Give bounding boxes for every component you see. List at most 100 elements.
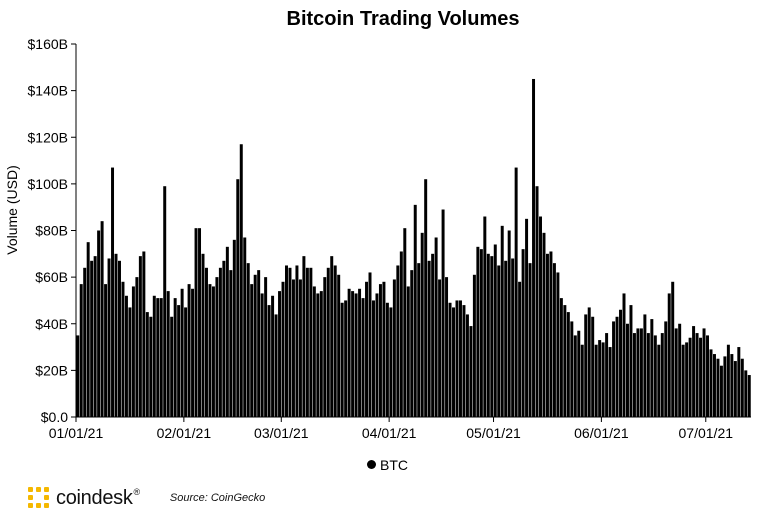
volume-bar bbox=[326, 267, 330, 417]
volume-bar bbox=[267, 305, 271, 417]
volume-bar bbox=[514, 167, 518, 417]
volume-bar bbox=[291, 279, 295, 417]
volume-bar bbox=[142, 251, 146, 417]
x-tick-label: 02/01/21 bbox=[157, 425, 212, 441]
volume-bar bbox=[716, 358, 720, 417]
volume-bar bbox=[490, 256, 494, 417]
volume-bar bbox=[274, 314, 278, 417]
volume-bar bbox=[681, 344, 685, 417]
volume-bar bbox=[118, 260, 121, 417]
volume-bar bbox=[653, 335, 657, 417]
volume-bar bbox=[472, 274, 476, 417]
bars-group bbox=[76, 78, 751, 418]
volume-bar bbox=[573, 335, 577, 417]
volume-bar bbox=[688, 337, 692, 417]
volume-bar bbox=[107, 258, 111, 417]
volume-bar bbox=[260, 293, 264, 417]
volume-bar bbox=[111, 167, 115, 417]
volume-bar bbox=[657, 344, 661, 417]
y-tick-label: $20B bbox=[35, 362, 68, 378]
volume-bar bbox=[497, 265, 501, 417]
volume-bar bbox=[584, 314, 588, 417]
volume-bar bbox=[222, 260, 226, 417]
volume-bar bbox=[121, 281, 125, 417]
volume-bar bbox=[455, 300, 459, 417]
coindesk-logo-icon bbox=[28, 487, 50, 509]
volume-bar bbox=[128, 307, 132, 417]
volume-bar bbox=[539, 216, 542, 417]
volume-bar bbox=[712, 354, 716, 417]
volume-bar bbox=[86, 242, 90, 417]
volume-bar bbox=[239, 144, 243, 418]
volume-bar bbox=[344, 300, 348, 417]
volume-bar bbox=[131, 286, 135, 417]
volume-bar bbox=[114, 253, 118, 417]
volume-bar bbox=[535, 186, 539, 417]
volume-bar bbox=[229, 270, 233, 417]
volume-bar bbox=[194, 228, 198, 417]
y-tick-label: $100B bbox=[28, 176, 68, 192]
volume-bar bbox=[204, 267, 208, 417]
volume-bar bbox=[298, 279, 302, 417]
volume-bar bbox=[156, 298, 160, 417]
volume-bar bbox=[528, 263, 532, 417]
volume-bar bbox=[191, 288, 195, 417]
btc-legend-marker bbox=[367, 460, 376, 469]
volume-bar bbox=[337, 274, 341, 417]
volume-bar bbox=[699, 337, 703, 417]
volume-bar bbox=[605, 333, 609, 417]
y-tick-label: $40B bbox=[35, 316, 68, 332]
volume-bar bbox=[347, 288, 351, 417]
volume-bar bbox=[149, 316, 153, 417]
volume-bar bbox=[177, 305, 181, 417]
source-note: Source: CoinGecko bbox=[169, 492, 266, 504]
volume-bar bbox=[483, 216, 487, 417]
volume-bar bbox=[427, 260, 431, 417]
volume-bar bbox=[465, 314, 469, 417]
volume-bar bbox=[441, 209, 445, 417]
volume-bar bbox=[664, 321, 668, 417]
volume-bar bbox=[747, 375, 751, 417]
volume-bar bbox=[733, 361, 737, 417]
x-tick-label: 03/01/21 bbox=[254, 425, 309, 441]
volume-bar bbox=[486, 253, 490, 417]
x-tick-label: 04/01/21 bbox=[362, 425, 417, 441]
volume-bar bbox=[198, 228, 202, 417]
volume-bar bbox=[281, 281, 285, 417]
volume-bar bbox=[302, 256, 306, 417]
y-tick-label: $120B bbox=[28, 129, 68, 145]
volume-bar bbox=[709, 349, 713, 417]
volume-bar bbox=[236, 179, 240, 417]
volume-bar bbox=[170, 316, 174, 417]
x-tick-label: 05/01/21 bbox=[466, 425, 521, 441]
volume-bar bbox=[389, 307, 393, 417]
volume-bar bbox=[542, 232, 546, 417]
volume-bar bbox=[719, 365, 723, 417]
x-tick-label: 07/01/21 bbox=[679, 425, 734, 441]
volume-bar bbox=[413, 204, 417, 417]
x-tick-label: 06/01/21 bbox=[574, 425, 629, 441]
volume-bar bbox=[434, 237, 438, 417]
volume-bar bbox=[333, 265, 337, 417]
volume-bar bbox=[702, 328, 706, 417]
volume-bar bbox=[511, 258, 515, 417]
volume-bar bbox=[166, 291, 170, 417]
volume-bar bbox=[532, 78, 536, 417]
volume-bar bbox=[358, 288, 362, 417]
volume-bar bbox=[403, 228, 407, 417]
volume-bar bbox=[323, 277, 327, 418]
volume-bar bbox=[462, 305, 466, 417]
volume-bar bbox=[500, 225, 504, 417]
volume-bar bbox=[559, 298, 563, 417]
volume-bar bbox=[104, 284, 108, 417]
volume-bar bbox=[410, 270, 414, 417]
x-axis: 01/01/21 02/01/21 03/01/21 04/01/21 05/01/21… bbox=[49, 416, 751, 441]
volume-bar bbox=[438, 279, 442, 417]
y-tick-label: $140B bbox=[28, 83, 68, 99]
volume-bar bbox=[163, 186, 167, 417]
bitcoin-volume-chart: Bitcoin Trading Volumes Volume (USD) $0.… bbox=[4, 8, 751, 441]
volume-bar bbox=[424, 179, 428, 417]
volume-bar bbox=[382, 281, 386, 417]
volume-bar bbox=[685, 342, 689, 417]
volume-bar bbox=[639, 328, 643, 417]
